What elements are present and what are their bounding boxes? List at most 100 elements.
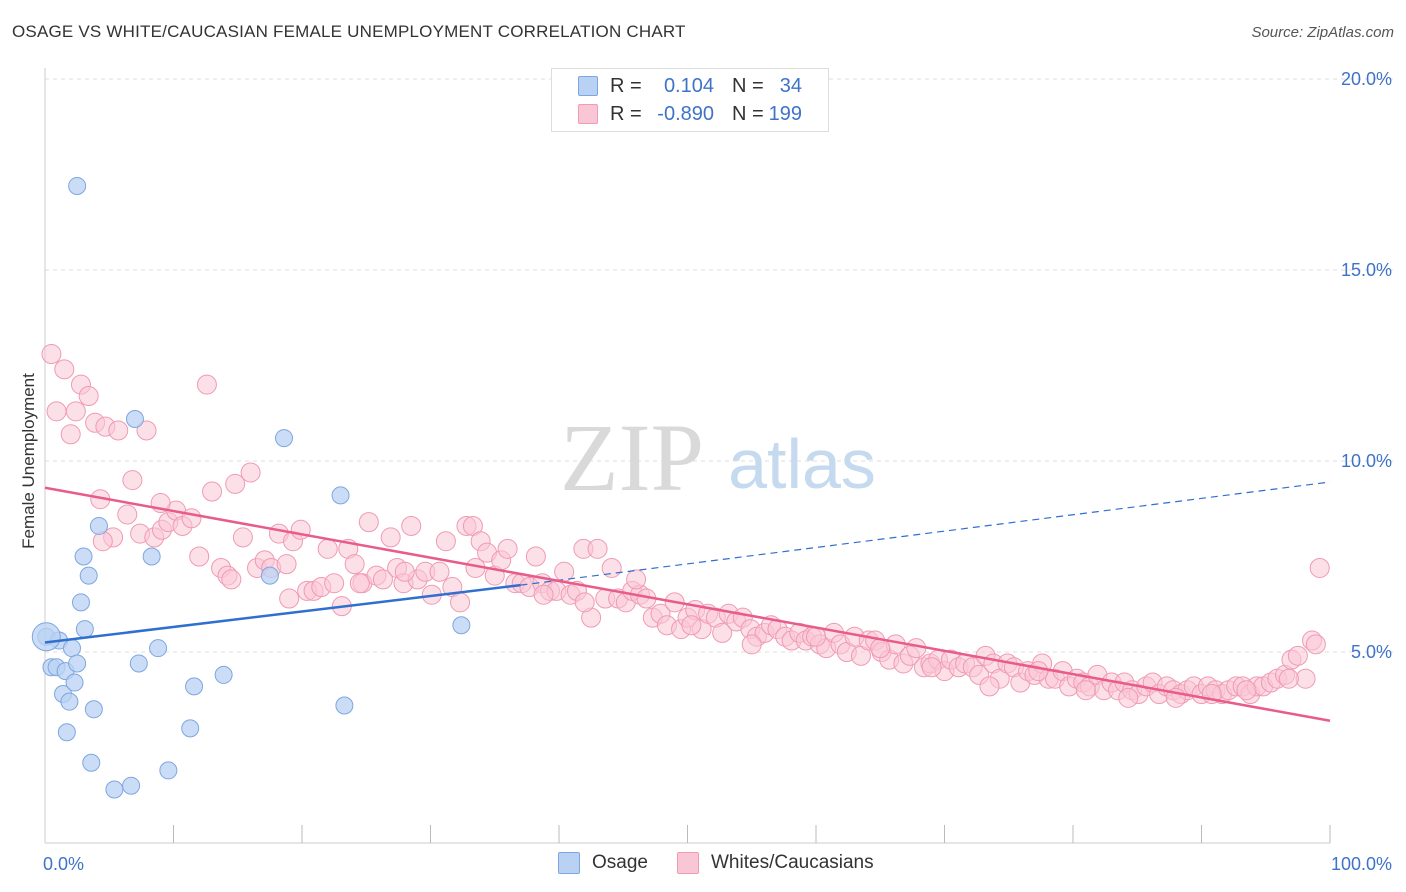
data-point-whites [741,634,762,655]
y-tick-label: 20.0% [1341,69,1392,89]
data-point-whites [41,344,62,365]
correlation-legend: R = 0.104 N = 34 R = -0.890 N = 199 [551,68,829,132]
legend-swatch-whites [578,104,598,124]
data-point-whites [78,386,99,407]
data-point-whites [122,470,143,491]
legend-swatch-osage [558,852,580,874]
y-tick-label: 15.0% [1341,260,1392,280]
data-point-whites [317,538,338,559]
data-point-osage [122,776,141,795]
data-point-osage [82,753,101,772]
data-point-whites [344,554,365,575]
data-point-osage [142,547,161,566]
data-point-whites [358,512,379,533]
data-point-whites [429,561,450,582]
data-point-osage [60,692,79,711]
data-point-whites [181,508,202,529]
trend-line-whites [44,486,1331,722]
data-point-whites [497,538,518,559]
data-point-whites [117,504,138,525]
legend-label-whites: Whites/Caucasians [711,852,874,873]
data-point-osage [65,673,84,692]
legend-n-label: N = [732,74,764,97]
trend-line-osage-extension [520,481,1331,586]
data-point-whites [1028,661,1049,682]
data-point-whites [1236,680,1257,701]
data-point-osage [89,516,108,535]
data-point-osage [331,486,350,505]
legend-label-osage: Osage [592,852,648,873]
series-legend: Osage Whites/Caucasians [0,852,1406,878]
watermark: ZIP atlas [560,404,876,511]
legend-r-label: R = [610,74,642,97]
data-point-whites [108,420,129,441]
data-point-osage [79,566,98,585]
data-point-osage [452,616,471,635]
data-point-whites [232,527,253,548]
data-point-whites [136,420,157,441]
data-point-whites [921,657,942,678]
data-point-whites [806,626,826,647]
data-point-osage [57,723,76,742]
data-point-whites [46,401,67,422]
data-point-osage [68,176,87,195]
data-point-osage [214,665,233,684]
data-point-osage [185,677,204,696]
legend-item-whites[interactable]: Whites/Caucasians [677,852,874,874]
legend-r-label: R = [610,102,642,125]
data-point-whites [712,622,733,643]
data-point-whites [1305,634,1326,655]
data-point-whites [533,584,554,605]
legend-n-label: N = [732,102,764,125]
data-point-whites [525,546,546,567]
data-point-whites [202,481,223,502]
x-tick-label: 100.0% [1331,854,1392,874]
data-point-whites [626,569,647,590]
data-point-whites [279,588,300,609]
data-point-osage [125,409,144,428]
data-point-osage-large [31,622,61,652]
legend-swatch-whites [677,852,699,874]
chart-title: OSAGE VS WHITE/CAUCASIAN FEMALE UNEMPLOY… [12,22,686,41]
data-point-whites [54,359,75,380]
data-point-whites [435,531,456,552]
data-point-whites [349,573,370,594]
legend-n-value: 199 [768,102,802,125]
data-point-whites [681,615,702,636]
legend-n-value: 34 [779,74,802,97]
data-point-osage [84,700,103,719]
watermark-zip: ZIP [560,404,704,511]
data-point-osage [149,639,168,658]
x-tick-label: 0.0% [43,854,84,874]
data-point-whites [1309,557,1330,578]
data-point-whites [587,538,608,559]
data-point-whites [401,515,422,536]
legend-row-osage: R = 0.104 N = 34 [552,72,828,100]
data-point-whites [574,592,595,613]
data-point-osage [62,639,81,658]
legend-item-osage[interactable]: Osage [558,852,648,874]
legend-r-value: 0.104 [663,74,714,97]
data-point-whites [225,473,246,494]
legend-r-value: -0.890 [657,102,714,125]
data-point-whites [1287,645,1308,666]
series-osage-points [31,176,471,799]
data-point-osage [159,761,178,780]
y-tick-label: 5.0% [1351,642,1392,662]
data-point-whites [60,424,81,445]
legend-swatch-osage [578,76,598,96]
data-point-osage [68,654,87,673]
data-point-osage [335,696,354,715]
data-point-whites [394,561,415,582]
data-point-osage [74,547,93,566]
data-point-osage [75,620,94,639]
y-axis-label: Female Unemployment [19,373,38,549]
data-point-osage [260,566,279,585]
data-point-whites [450,592,471,613]
trend-lines [44,481,1331,722]
trend-line-osage [44,583,521,644]
data-point-whites [196,374,217,395]
data-point-osage [105,780,124,799]
data-point-whites [372,569,393,590]
data-point-whites [1118,687,1139,708]
